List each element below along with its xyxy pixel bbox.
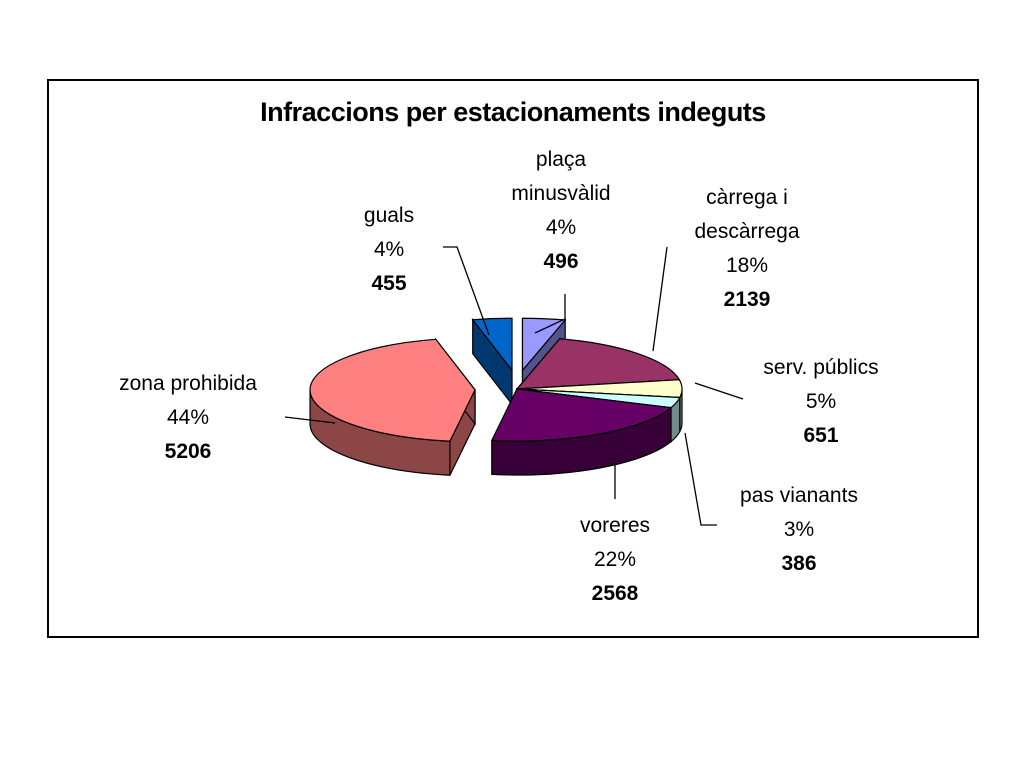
slice-top bbox=[309, 338, 476, 442]
leader-line bbox=[694, 382, 744, 400]
slice-label-text: pas vianants bbox=[740, 484, 858, 507]
slice-label-text: voreres bbox=[579, 514, 651, 537]
slice-label: guals 4% 455 bbox=[364, 199, 414, 301]
leader-line bbox=[284, 416, 336, 424]
leader-line bbox=[652, 246, 668, 352]
slice-label: càrrega i descàrrega 18% 2139 bbox=[694, 181, 799, 317]
slice-top bbox=[490, 388, 673, 442]
slice-percent: 18% bbox=[725, 254, 769, 277]
slice-label: pas vianants 3% 386 bbox=[740, 479, 858, 581]
slice-value: 5206 bbox=[164, 440, 212, 463]
slice-value: 496 bbox=[543, 250, 579, 273]
slice-label-text: zona prohibida bbox=[119, 372, 257, 395]
pie-slice bbox=[471, 317, 513, 406]
slice-value: 386 bbox=[781, 552, 817, 575]
slice-label: zona prohibida 44% 5206 bbox=[119, 367, 257, 469]
leader-line bbox=[443, 246, 490, 336]
slice-label-text: serv. públics bbox=[763, 356, 879, 379]
chart-frame: Infraccions per estacionaments indeguts … bbox=[47, 79, 979, 638]
slice-value: 651 bbox=[803, 424, 839, 447]
slice-value: 2568 bbox=[591, 582, 639, 605]
slice-label: voreres 22% 2568 bbox=[580, 509, 650, 611]
slice-top bbox=[471, 317, 513, 372]
pie-chart bbox=[284, 246, 744, 526]
slice-percent: 5% bbox=[805, 390, 837, 413]
slice-label-text: minusvàlid bbox=[511, 182, 611, 205]
slice-label-text: guals bbox=[363, 204, 415, 227]
slice-value: 2139 bbox=[723, 288, 771, 311]
slice-value: 455 bbox=[371, 272, 407, 295]
pie-slice bbox=[490, 388, 673, 476]
slice-label: serv. públics 5% 651 bbox=[763, 351, 878, 453]
slice-percent: 4% bbox=[373, 238, 405, 261]
slice-percent: 4% bbox=[545, 216, 577, 239]
slice-label-text: descàrrega bbox=[694, 220, 800, 243]
leader-line bbox=[684, 432, 717, 526]
leader-line bbox=[534, 294, 566, 334]
slice-label-text: càrrega i bbox=[706, 186, 788, 209]
slice-percent: 44% bbox=[166, 406, 210, 429]
slice-percent: 22% bbox=[593, 548, 637, 571]
slice-label-text: plaça bbox=[535, 148, 587, 171]
slice-percent: 3% bbox=[783, 518, 815, 541]
chart-title: Infraccions per estacionaments indeguts bbox=[260, 97, 766, 127]
slice-top bbox=[515, 338, 681, 390]
slice-top bbox=[521, 317, 567, 372]
slice-label: plaça minusvàlid 4% 496 bbox=[511, 143, 610, 279]
pie-slice bbox=[309, 337, 476, 476]
